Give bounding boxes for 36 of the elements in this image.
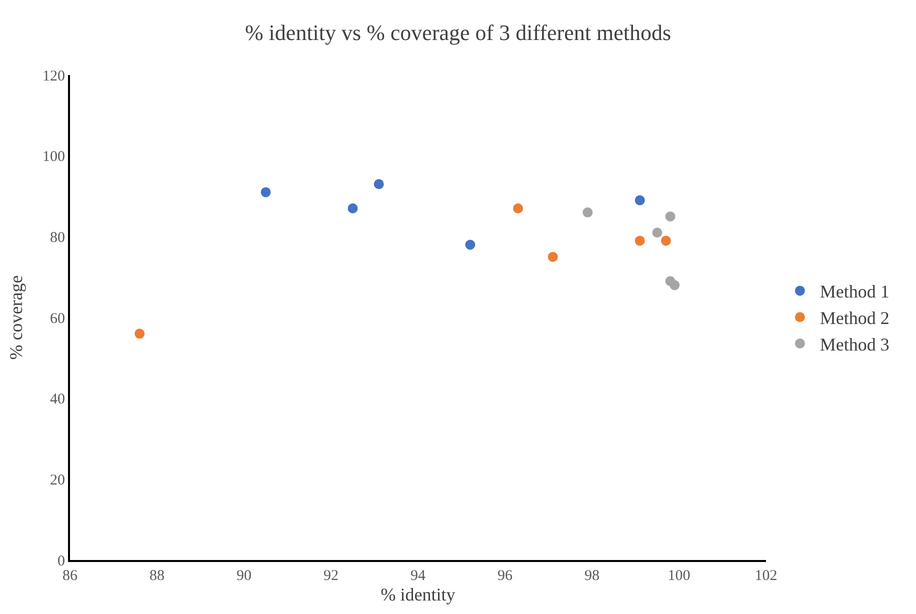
point: [374, 179, 384, 190]
point: [660, 236, 671, 246]
x-tick-label: 102: [754, 568, 778, 584]
x-axis-title: % identity: [380, 584, 456, 605]
point: [665, 211, 676, 222]
legend-label: Method 3: [820, 334, 890, 355]
point: [548, 252, 558, 262]
chart-title: % identity vs % coverage of 3 different methods: [244, 20, 672, 45]
point: [348, 203, 358, 214]
point: [634, 236, 645, 246]
y-axis-title: % coverage: [6, 275, 26, 360]
point: [652, 228, 662, 238]
y-tick-label: 80: [50, 230, 65, 246]
point: [670, 280, 680, 290]
point: [134, 328, 145, 339]
x-tick-label: 90: [236, 568, 252, 584]
y-tick-label: 0: [58, 553, 65, 570]
point: [513, 203, 524, 214]
point: [260, 187, 271, 198]
x-tick-label: 88: [150, 568, 164, 584]
x-tick-label: 86: [62, 568, 78, 584]
y-tick-label: 60: [50, 310, 65, 327]
x-tick-label: 100: [668, 568, 690, 584]
y-tick-label: 20: [50, 472, 65, 488]
x-tick-label: 92: [324, 568, 338, 584]
y-tick-label: 100: [42, 149, 65, 166]
y-tick-label: 40: [50, 392, 65, 408]
point: [582, 207, 593, 218]
point: [465, 240, 476, 250]
x-tick-label: 96: [498, 568, 513, 584]
y-tick-label: 120: [42, 68, 65, 84]
legend-label: Method 1: [820, 282, 890, 302]
legend-label: Method 2: [820, 308, 890, 328]
x-tick-label: 94: [410, 568, 426, 584]
x-tick-label: 98: [584, 568, 600, 584]
point: [634, 195, 645, 206]
